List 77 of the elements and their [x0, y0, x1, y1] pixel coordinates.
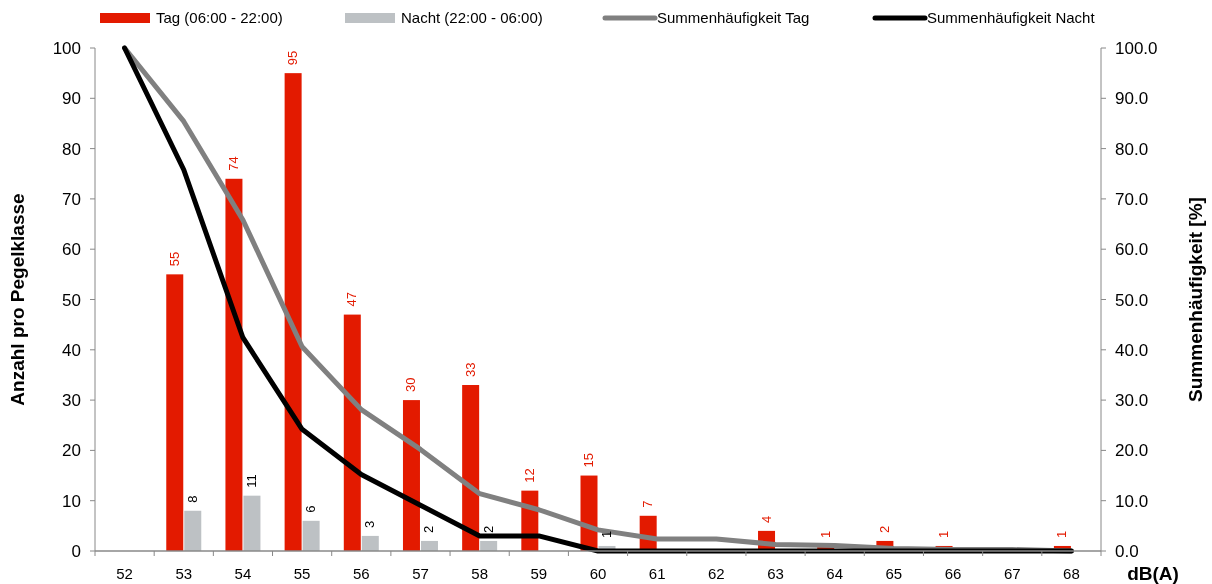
x-tick-label: 63: [767, 565, 784, 582]
data-label: 11: [243, 474, 259, 488]
legend-label: Nacht (22:00 - 06:00): [401, 9, 543, 26]
y-tick-label: 80: [62, 139, 81, 159]
data-label: 8: [184, 495, 200, 503]
x-tick-label: 53: [175, 565, 193, 582]
bar: [361, 535, 379, 551]
y2-axis-title: Summenhäufigkeit [%]: [1185, 197, 1206, 402]
y2-tick-label: 70.0: [1115, 189, 1149, 209]
x-tick-label: 67: [1003, 565, 1021, 582]
y-tick-label: 0: [71, 542, 81, 561]
y2-tick-label: 20.0: [1115, 441, 1149, 461]
y-tick-label: 40: [62, 340, 81, 360]
bar: [284, 73, 302, 551]
x-tick-label: 62: [708, 565, 725, 582]
x-tick-label: 66: [944, 565, 962, 582]
bar: [402, 400, 420, 551]
x-tick-label: 55: [293, 565, 311, 582]
y2-tick-label: 30.0: [1115, 391, 1149, 411]
x-tick-label: 64: [826, 565, 844, 582]
data-label: 3: [362, 520, 378, 528]
data-label: 33: [462, 362, 478, 378]
bar: [225, 178, 243, 551]
data-label: 7: [640, 500, 656, 508]
legend-label: Summenhäufigkeit Tag: [657, 9, 810, 26]
y2-tick-label: 10.0: [1115, 491, 1149, 511]
x-tick-label: 56: [352, 565, 370, 582]
x-tick-label: 57: [412, 565, 429, 582]
y2-tick-label: 100.0: [1115, 39, 1158, 58]
x-tick-label: 68: [1063, 565, 1080, 582]
y-tick-label: 60: [62, 240, 81, 260]
data-label: 1: [936, 530, 952, 538]
data-label: 2: [421, 525, 437, 533]
bar: [184, 510, 202, 551]
y-tick-label: 100: [52, 39, 81, 58]
y-tick-label: 30: [62, 391, 81, 411]
bar: [462, 385, 480, 551]
data-label: 15: [581, 453, 596, 468]
data-label: 1: [817, 530, 833, 538]
bar: [243, 495, 261, 551]
y-tick-label: 90: [62, 89, 81, 109]
y2-tick-label: 40.0: [1115, 340, 1149, 360]
bar: [343, 314, 361, 551]
data-label: 47: [344, 292, 360, 307]
y2-tick-label: 80.0: [1115, 139, 1149, 159]
y2-tick-label: 60.0: [1115, 240, 1149, 260]
bar: [166, 274, 184, 551]
data-label: 55: [166, 251, 182, 267]
data-label: 95: [285, 50, 301, 66]
legend-label: Summenhäufigkeit Nacht: [927, 9, 1096, 26]
bar: [302, 520, 320, 551]
legend-label: Tag (06:00 - 22:00): [156, 9, 283, 26]
y-tick-label: 50: [62, 290, 81, 310]
data-label: 1: [1054, 530, 1070, 538]
x-tick-label: 58: [471, 565, 488, 582]
y2-tick-label: 90.0: [1115, 89, 1149, 109]
x-tick-label: 61: [648, 565, 666, 582]
data-label: 12: [521, 468, 537, 483]
x-axis-title: dB(A): [1127, 563, 1179, 584]
data-label: 4: [758, 515, 774, 523]
y-tick-label: 10: [62, 491, 81, 511]
x-tick-label: 65: [885, 565, 903, 582]
y-axis-title: Anzahl pro Pegelklasse: [7, 193, 28, 406]
data-label: 6: [303, 505, 319, 513]
data-label: 2: [480, 525, 496, 533]
data-label: 2: [876, 525, 892, 533]
y-tick-label: 20: [62, 441, 81, 461]
data-label: 30: [403, 377, 419, 393]
data-label: 74: [225, 156, 241, 171]
y2-tick-label: 0.0: [1115, 542, 1139, 561]
x-tick-label: 59: [530, 565, 548, 582]
data-label: 1: [599, 530, 614, 538]
x-tick-label: 60: [589, 565, 607, 582]
x-tick-label: 52: [116, 565, 133, 582]
y2-tick-label: 50.0: [1115, 290, 1149, 310]
y-tick-label: 70: [62, 189, 81, 209]
x-tick-label: 54: [234, 565, 252, 582]
